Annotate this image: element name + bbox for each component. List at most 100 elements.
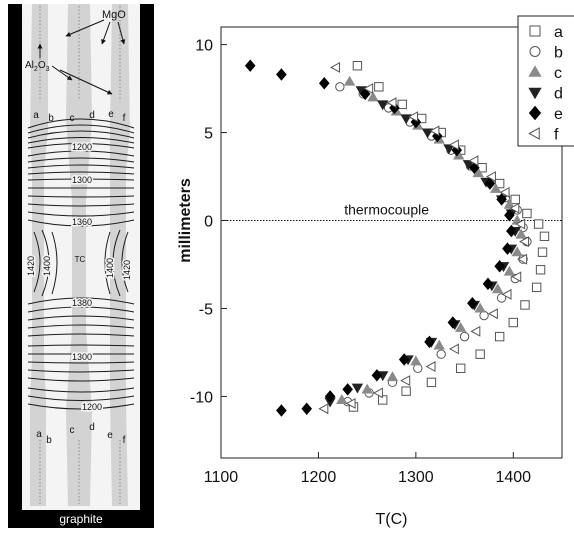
contour-labels: 1200 1300 1360 1420 1400 1400 1420 1380 … bbox=[25, 141, 134, 414]
point-series-b bbox=[436, 349, 446, 359]
point-series-c bbox=[433, 339, 445, 350]
y-tick-label--10: -10 bbox=[190, 389, 213, 406]
y-tick-label-0: 0 bbox=[204, 214, 213, 231]
point-series-e bbox=[276, 404, 287, 417]
point-series-c bbox=[490, 183, 502, 193]
point-series-d bbox=[462, 160, 475, 171]
legend-label-f: f bbox=[554, 127, 559, 144]
point-series-b bbox=[479, 310, 489, 321]
point-series-f bbox=[386, 97, 397, 109]
point-series-e bbox=[276, 68, 287, 81]
legend-marker-c bbox=[528, 65, 542, 77]
point-series-f bbox=[318, 403, 329, 415]
column-letter-b-top: b bbox=[48, 113, 54, 124]
contour-label-1300-top: 1300 bbox=[72, 175, 92, 185]
point-series-c bbox=[336, 394, 348, 405]
point-series-a bbox=[508, 317, 518, 328]
point-series-c bbox=[367, 91, 379, 102]
point-series-b bbox=[459, 331, 470, 342]
point-series-e bbox=[467, 296, 478, 310]
point-series-a bbox=[455, 363, 466, 373]
y-tick-label--5: -5 bbox=[199, 301, 213, 318]
x-axis-label: T(C) bbox=[376, 511, 408, 528]
legend-label-d: d bbox=[554, 86, 563, 103]
column-letter-a-top: a bbox=[33, 110, 39, 121]
point-series-e bbox=[496, 193, 507, 206]
column-letter-c-bottom: c bbox=[70, 425, 75, 436]
point-series-a bbox=[510, 194, 520, 205]
temperature-profile-chart: thermocouple 1100 1200 1300 1400 1050-5-10 … bbox=[177, 15, 574, 528]
contour-label-1360-top: 1360 bbox=[72, 217, 92, 227]
point-series-d bbox=[377, 100, 389, 111]
point-series-e bbox=[484, 177, 496, 190]
column-letter-d-top: d bbox=[89, 110, 95, 121]
column-letter-a-bottom: a bbox=[36, 429, 42, 440]
contour-label-1380-bottom: 1380 bbox=[72, 298, 92, 308]
point-series-f bbox=[429, 125, 440, 137]
point-series-c bbox=[503, 265, 516, 276]
point-series-a bbox=[352, 61, 363, 71]
point-series-c bbox=[515, 228, 527, 239]
legend-marker-e bbox=[528, 105, 542, 121]
legend-marker-f bbox=[528, 127, 540, 140]
point-series-c bbox=[410, 355, 422, 366]
point-series-a bbox=[531, 282, 542, 293]
legend-label-b: b bbox=[554, 45, 563, 62]
legend-marker-b bbox=[529, 46, 541, 57]
point-series-c bbox=[343, 75, 356, 86]
point-series-f bbox=[515, 218, 526, 230]
point-series-c bbox=[361, 383, 373, 394]
point-series-e bbox=[494, 260, 505, 273]
thermocouple-line-label: thermocouple bbox=[344, 202, 429, 218]
x-axis-ticks: 1100 1200 1300 1400 bbox=[204, 452, 531, 486]
point-series-a bbox=[535, 265, 546, 275]
point-series-b bbox=[496, 293, 507, 303]
point-series-f bbox=[511, 271, 522, 283]
point-series-e bbox=[359, 87, 371, 101]
point-series-e bbox=[371, 369, 383, 382]
point-series-f bbox=[485, 171, 496, 182]
point-series-a bbox=[533, 219, 544, 229]
point-series-c bbox=[511, 246, 523, 257]
thermocouple-label: TC bbox=[75, 255, 86, 264]
point-series-c bbox=[386, 371, 399, 382]
y-tick-label-10: 10 bbox=[195, 38, 213, 55]
point-series-a bbox=[374, 82, 384, 92]
point-series-f bbox=[499, 186, 510, 198]
point-series-e bbox=[502, 242, 513, 255]
column-letter-e-top: e bbox=[108, 109, 114, 120]
contour-label-1420-left: 1420 bbox=[26, 256, 36, 276]
point-series-f bbox=[509, 202, 520, 214]
column-letter-f-bottom: f bbox=[123, 435, 126, 446]
contour-label-1200-bottom: 1200 bbox=[82, 402, 102, 412]
point-series-f bbox=[468, 155, 479, 167]
legend-label-e: e bbox=[554, 106, 563, 123]
column-letter-d-bottom: d bbox=[89, 422, 95, 433]
point-series-f bbox=[330, 61, 341, 73]
stripe-right bbox=[110, 4, 130, 506]
point-series-e bbox=[318, 77, 330, 90]
isotherm-contours bbox=[27, 118, 135, 410]
x-tick-label-1400: 1400 bbox=[495, 469, 531, 486]
point-series-e bbox=[432, 129, 443, 143]
point-series-f bbox=[517, 253, 528, 265]
y-axis-ticks: 10 5 0 -5 -10 bbox=[190, 38, 227, 406]
x-tick-label-1100: 1100 bbox=[204, 469, 239, 486]
point-series-d bbox=[421, 128, 434, 139]
point-series-f bbox=[425, 361, 436, 372]
point-series-f bbox=[408, 111, 418, 123]
stripe-dotted-lines bbox=[39, 6, 121, 504]
point-series-b bbox=[413, 363, 423, 373]
point-series-d bbox=[400, 114, 412, 125]
point-series-c bbox=[472, 167, 484, 178]
al2o3-arrows bbox=[37, 43, 113, 95]
point-series-c bbox=[454, 321, 467, 332]
point-series-f bbox=[470, 325, 481, 337]
al2o3-label: Al2O3 bbox=[25, 60, 50, 73]
data-points bbox=[244, 59, 550, 417]
point-series-a bbox=[520, 300, 530, 310]
point-series-e bbox=[244, 59, 256, 72]
contour-label-1200-top: 1200 bbox=[72, 142, 92, 152]
